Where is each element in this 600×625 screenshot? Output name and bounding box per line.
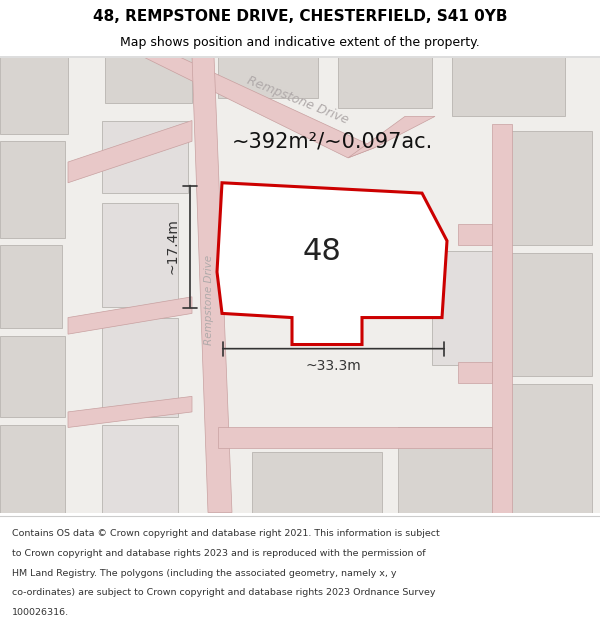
Polygon shape — [452, 56, 565, 116]
Text: Contains OS data © Crown copyright and database right 2021. This information is : Contains OS data © Crown copyright and d… — [12, 529, 440, 538]
Text: HM Land Registry. The polygons (including the associated geometry, namely x, y: HM Land Registry. The polygons (includin… — [12, 569, 397, 578]
Polygon shape — [242, 193, 332, 261]
Polygon shape — [508, 131, 592, 245]
Text: 48: 48 — [302, 237, 341, 266]
Polygon shape — [68, 297, 192, 334]
Polygon shape — [192, 56, 232, 512]
Polygon shape — [68, 121, 192, 182]
Text: Map shows position and indicative extent of the property.: Map shows position and indicative extent… — [120, 36, 480, 49]
Polygon shape — [338, 56, 432, 108]
Polygon shape — [0, 56, 68, 134]
Text: ~17.4m: ~17.4m — [165, 219, 179, 274]
Polygon shape — [458, 224, 492, 245]
Polygon shape — [102, 204, 178, 307]
Polygon shape — [458, 362, 492, 383]
Text: ~33.3m: ~33.3m — [305, 359, 361, 373]
Polygon shape — [508, 253, 592, 376]
Polygon shape — [102, 318, 178, 417]
Text: co-ordinates) are subject to Crown copyright and database rights 2023 Ordnance S: co-ordinates) are subject to Crown copyr… — [12, 589, 436, 598]
Polygon shape — [218, 56, 318, 98]
Polygon shape — [142, 56, 375, 158]
Polygon shape — [102, 121, 188, 193]
Text: 48, REMPSTONE DRIVE, CHESTERFIELD, S41 0YB: 48, REMPSTONE DRIVE, CHESTERFIELD, S41 0… — [93, 9, 507, 24]
Polygon shape — [508, 384, 592, 512]
Polygon shape — [0, 245, 62, 328]
Polygon shape — [432, 251, 502, 365]
Polygon shape — [105, 56, 192, 103]
Polygon shape — [252, 452, 382, 512]
Text: 100026316.: 100026316. — [12, 608, 69, 617]
Polygon shape — [102, 426, 178, 512]
Polygon shape — [348, 116, 435, 158]
Polygon shape — [492, 124, 512, 512]
Text: ~392m²/~0.097ac.: ~392m²/~0.097ac. — [232, 131, 433, 151]
Text: Rempstone Drive: Rempstone Drive — [245, 74, 350, 126]
Polygon shape — [217, 182, 447, 344]
Text: to Crown copyright and database rights 2023 and is reproduced with the permissio: to Crown copyright and database rights 2… — [12, 549, 425, 558]
Polygon shape — [0, 141, 65, 238]
Text: Rempstone Drive: Rempstone Drive — [204, 255, 214, 345]
Polygon shape — [398, 428, 492, 512]
Polygon shape — [218, 428, 492, 448]
Polygon shape — [0, 336, 65, 417]
Polygon shape — [0, 426, 65, 512]
Polygon shape — [0, 56, 600, 512]
Polygon shape — [68, 396, 192, 428]
